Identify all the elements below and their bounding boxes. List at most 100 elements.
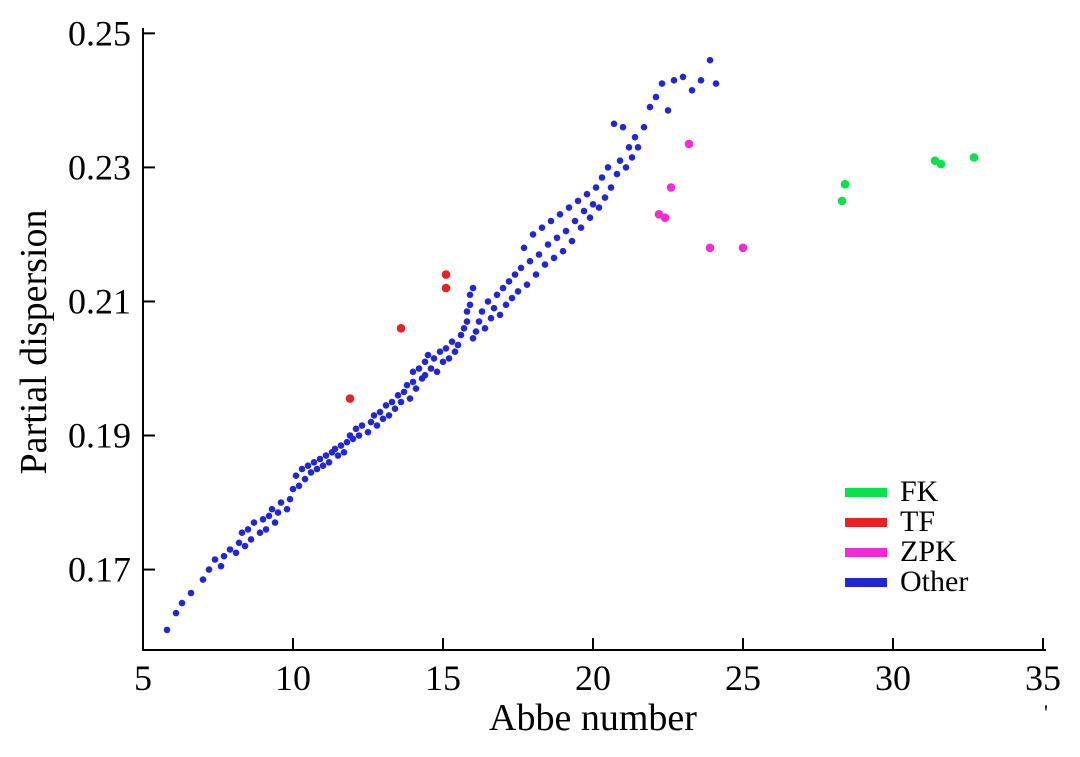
legend-entry-zpk: ZPK	[845, 537, 968, 567]
data-point-other	[448, 338, 456, 346]
data-point-other	[595, 204, 603, 211]
x-tick-label: 10	[275, 658, 311, 698]
data-point-other	[340, 449, 348, 456]
data-point-other	[391, 405, 399, 413]
data-point-other	[523, 281, 531, 289]
data-point-other	[403, 381, 411, 389]
legend-label-tf: TF	[900, 505, 936, 538]
data-point-other	[547, 217, 555, 225]
data-point-other	[544, 241, 552, 248]
data-point-other	[478, 308, 486, 315]
legend-entry-tf: TF	[845, 507, 968, 537]
x-axis-label: Abbe number	[489, 697, 697, 739]
data-point-other	[313, 465, 321, 473]
data-point-other	[628, 154, 636, 161]
data-point-other	[463, 308, 471, 315]
data-point-other	[658, 80, 666, 87]
data-point-other	[469, 335, 477, 342]
data-point-other	[586, 214, 594, 221]
data-point-other	[601, 194, 609, 201]
legend-marker-fk	[845, 487, 887, 497]
data-point-other	[277, 499, 285, 506]
data-point-other	[271, 519, 279, 526]
data-point-other	[622, 164, 630, 171]
data-point-other	[634, 144, 642, 151]
data-point-other	[349, 435, 357, 443]
data-point-other	[436, 348, 444, 356]
data-point-other	[664, 107, 672, 114]
data-point-other	[472, 328, 480, 335]
data-point-other	[373, 422, 381, 429]
data-point-other	[283, 505, 291, 513]
data-point-other	[322, 452, 330, 459]
data-point-other	[520, 244, 528, 252]
legend-label-zpk: ZPK	[900, 535, 957, 568]
data-point-other	[325, 459, 333, 466]
data-point-other	[409, 368, 417, 376]
data-point-other	[352, 425, 360, 433]
data-point-other	[310, 459, 318, 466]
x-tick-label: 35	[1025, 658, 1061, 698]
data-point-other	[598, 174, 606, 181]
x-tick-label: 25	[725, 658, 761, 698]
data-point-other	[286, 495, 294, 503]
data-point-other	[631, 133, 639, 141]
data-point-other	[466, 301, 474, 309]
data-point-fk	[837, 196, 847, 206]
data-point-other	[244, 526, 252, 533]
data-point-other	[292, 472, 300, 480]
data-point-other	[238, 529, 246, 536]
data-point-other	[421, 358, 429, 366]
data-point-other	[178, 599, 186, 607]
data-point-other	[247, 536, 255, 543]
data-point-other	[241, 542, 249, 550]
data-point-other	[688, 87, 696, 94]
data-point-other	[316, 455, 324, 463]
data-point-other	[565, 204, 573, 211]
data-point-other	[220, 552, 228, 560]
data-point-other	[517, 264, 525, 272]
data-point-other	[334, 452, 342, 459]
legend-label-other: Other	[900, 565, 969, 598]
data-point-other	[706, 56, 714, 64]
y-tick-label: 0.23	[68, 147, 131, 187]
data-point-other	[295, 482, 303, 490]
data-point-other	[604, 164, 612, 171]
data-point-other	[607, 184, 615, 191]
data-point-other	[577, 224, 585, 231]
data-point-other	[256, 529, 264, 536]
data-point-other	[697, 77, 705, 84]
data-point-other	[439, 358, 447, 366]
data-point-other	[481, 325, 489, 332]
data-point-other	[469, 284, 477, 292]
data-point-zpk	[660, 213, 670, 222]
legend-marker-tf	[845, 517, 887, 527]
data-point-other	[484, 298, 492, 305]
data-point-other	[616, 157, 624, 164]
data-point-other	[460, 325, 468, 332]
data-point-other	[502, 301, 510, 309]
data-point-other	[556, 211, 564, 218]
data-point-other	[430, 355, 438, 362]
data-point-other	[235, 539, 243, 547]
data-point-other	[457, 331, 465, 339]
data-point-fk	[840, 179, 850, 189]
data-point-zpk	[666, 183, 676, 192]
data-point-other	[397, 398, 405, 406]
data-point-other	[307, 469, 315, 476]
data-point-other	[370, 412, 378, 419]
data-point-other	[364, 428, 372, 436]
legend-entry-fk: FK	[845, 477, 968, 507]
legend: FK TF ZPK Other	[845, 477, 968, 597]
legend-entry-other: Other	[845, 567, 968, 597]
data-point-other	[427, 365, 435, 372]
data-point-other	[712, 80, 720, 87]
data-point-other	[355, 432, 363, 439]
data-point-other	[388, 398, 396, 406]
data-point-other	[514, 288, 522, 295]
data-point-other	[550, 254, 558, 262]
data-point-other	[319, 462, 327, 470]
data-point-other	[613, 170, 621, 178]
data-point-other	[463, 318, 471, 325]
